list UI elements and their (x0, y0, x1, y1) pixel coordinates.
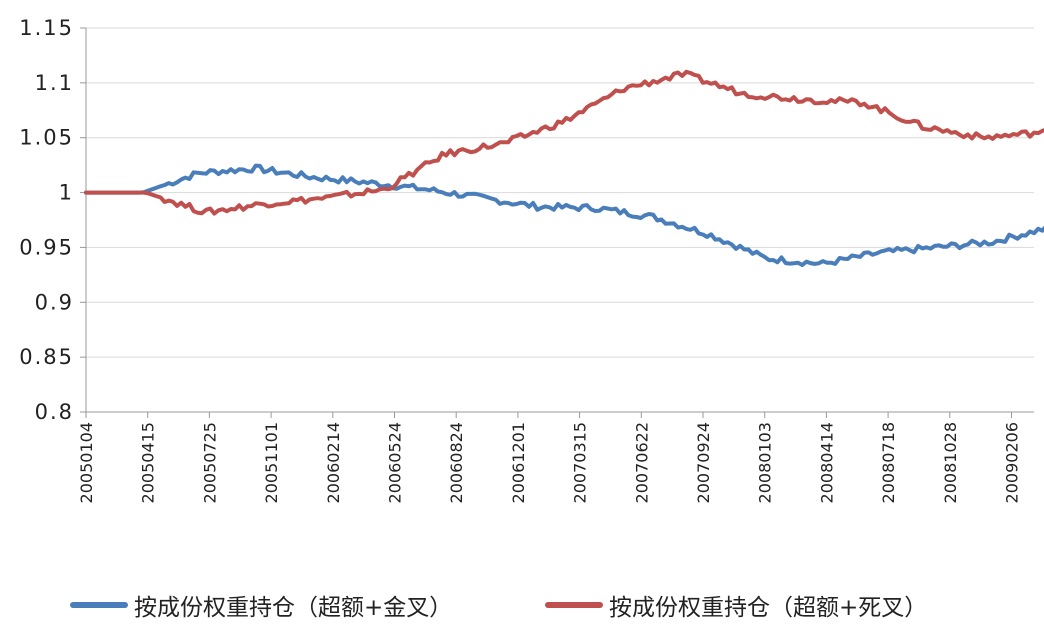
legend-item-series-2: 按成份权重持仓（超额+死叉） (545, 585, 927, 625)
x-tick-label: 20070315 (571, 422, 590, 503)
legend-swatch-series-1 (70, 602, 128, 608)
y-tick-label: 1.1 (35, 71, 74, 95)
series-line-2 (84, 69, 1044, 216)
x-tick-label: 20060824 (447, 422, 466, 503)
legend: 按成份权重持仓（超额+金叉） 按成份权重持仓（超额+死叉） (0, 585, 1044, 625)
legend-label-series-2: 按成份权重持仓（超额+死叉） (609, 595, 928, 621)
x-tick-label: 20080414 (817, 422, 836, 503)
series-line-1 (84, 163, 1044, 267)
x-tick-label: 20060524 (386, 422, 405, 503)
x-tick-label: 20070622 (632, 422, 651, 503)
y-tick-label: 0.8 (35, 400, 74, 424)
y-axis-ticks: 0.8 0.85 0.9 0.95 1 1.05 1.1 1.15 (19, 16, 86, 424)
legend-swatch-series-2 (545, 602, 603, 608)
x-tick-label: 20080103 (756, 422, 775, 503)
series-lines (84, 69, 1044, 267)
legend-label-series-1: 按成份权重持仓（超额+金叉） (134, 595, 453, 621)
y-tick-label: 1.05 (19, 126, 74, 150)
x-tick-label: 20090206 (1003, 422, 1022, 503)
x-tick-label: 20051101 (262, 422, 281, 503)
y-tick-label: 1.15 (19, 16, 74, 40)
x-tick-label: 20061201 (509, 422, 528, 503)
x-tick-label: 20050725 (200, 422, 219, 503)
x-tick-label: 20081028 (941, 422, 960, 503)
legend-item-series-1: 按成份权重持仓（超额+金叉） (70, 585, 452, 625)
gridlines (86, 27, 1034, 358)
x-tick-label: 20060214 (324, 422, 343, 503)
y-tick-label: 0.95 (19, 235, 74, 259)
y-tick-label: 0.9 (35, 290, 74, 314)
y-tick-label: 1 (59, 181, 74, 205)
x-axis-ticks: 20050104 20050415 20050725 20051101 20060214… (77, 412, 1022, 503)
x-tick-label: 20050415 (139, 422, 158, 503)
y-tick-label: 0.85 (19, 345, 74, 369)
x-tick-label: 20070924 (694, 422, 713, 503)
x-tick-label: 20050104 (77, 422, 96, 503)
x-tick-label: 20080718 (879, 422, 898, 503)
